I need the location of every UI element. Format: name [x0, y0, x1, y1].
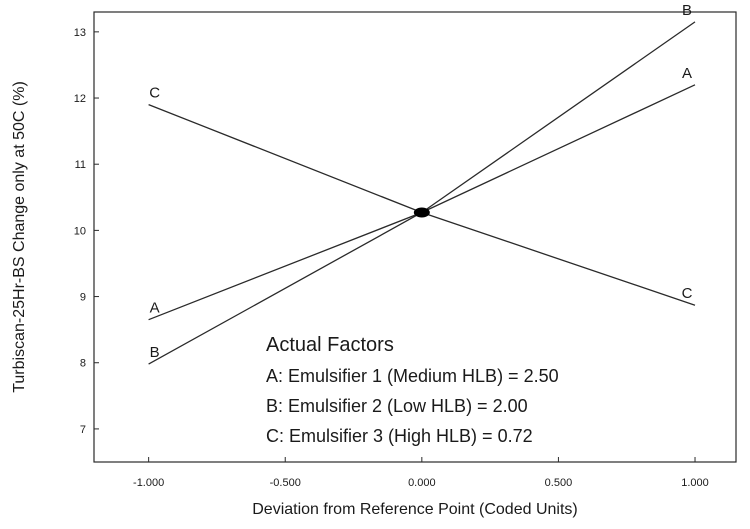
plot-frame	[93, 11, 737, 463]
x-axis-title: Deviation from Reference Point (Coded Un…	[252, 501, 577, 518]
actual-factors-annotation: Actual Factors A: Emulsifier 1 (Medium H…	[266, 334, 559, 446]
x-tick-label: 0.000	[408, 477, 436, 489]
y-tick-label: 10	[74, 225, 86, 237]
x-tick-label: 1.000	[681, 477, 709, 489]
x-tick-label: 0.500	[545, 477, 573, 489]
series-label-b-end: B	[682, 2, 692, 19]
series-label-c-start: C	[149, 85, 160, 102]
factor-line-b: B: Emulsifier 2 (Low HLB) = 2.00	[266, 396, 528, 416]
x-axis-ticks: -1.000 -0.500 0.000 0.500 1.000	[133, 457, 709, 489]
y-axis-ticks: 7 8 9 10 11 12 13	[74, 27, 99, 436]
series-label-a-end: A	[682, 65, 692, 82]
factor-line-c: C: Emulsifier 3 (High HLB) = 0.72	[266, 426, 533, 446]
reference-point-group	[413, 207, 430, 218]
x-tick-label: -0.500	[270, 477, 301, 489]
series-label-a-start: A	[150, 300, 160, 317]
y-tick-label: 11	[75, 159, 86, 171]
y-tick-label: 12	[74, 93, 86, 105]
series-lines	[148, 21, 696, 365]
actual-factors-title: Actual Factors	[266, 334, 394, 356]
series-label-b-start: B	[150, 344, 160, 361]
y-tick-label: 7	[80, 424, 86, 436]
y-tick-label: 13	[74, 27, 86, 39]
y-axis-title: Turbiscan-25Hr-BS Change only at 50C (%)	[11, 81, 28, 393]
series-label-c-end: C	[682, 285, 693, 302]
series-line-a	[148, 84, 696, 321]
y-tick-label: 9	[80, 292, 86, 304]
series-labels: A A B B C C	[149, 2, 692, 361]
series-line-c	[148, 103, 696, 306]
x-tick-label: -1.000	[133, 477, 164, 489]
series-line-b	[148, 21, 696, 365]
reference-point	[413, 207, 430, 218]
factor-line-a: A: Emulsifier 1 (Medium HLB) = 2.50	[266, 366, 559, 386]
y-tick-label: 8	[80, 358, 86, 370]
